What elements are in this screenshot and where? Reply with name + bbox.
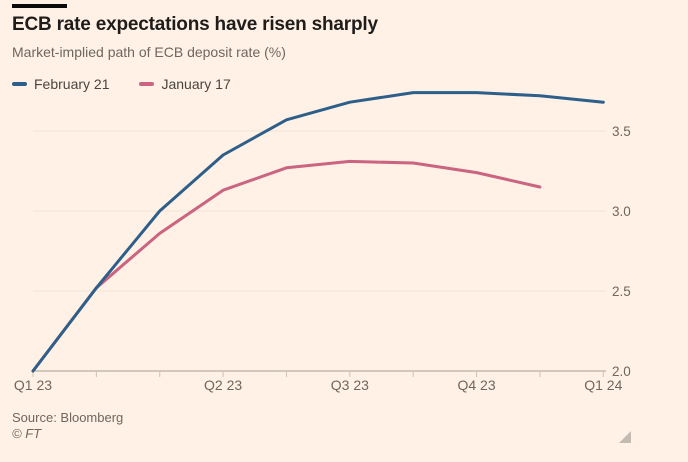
legend-swatch-january-17 xyxy=(139,82,155,86)
legend-swatch-february-21 xyxy=(12,82,27,86)
legend-label-february-21: February 21 xyxy=(34,76,110,92)
copyright-text: © FT xyxy=(12,426,42,441)
legend: February 21 January 17 xyxy=(12,76,231,92)
y-tick-label: 3.0 xyxy=(612,204,631,219)
chart-title: ECB rate expectations have risen sharply xyxy=(12,14,378,35)
legend-label-january-17: January 17 xyxy=(161,76,231,92)
source-text: Source: Bloomberg xyxy=(12,410,124,425)
legend-item-january-17: January 17 xyxy=(139,76,231,92)
line-february-21 xyxy=(31,91,605,373)
line-january-17 xyxy=(31,159,542,373)
x-tick-label: Q2 23 xyxy=(204,377,242,393)
chart-subtitle: Market-implied path of ECB deposit rate … xyxy=(12,44,286,60)
resize-grip-icon[interactable] xyxy=(619,431,631,443)
x-tick-label: Q3 23 xyxy=(331,377,369,393)
x-tick-label: Q4 23 xyxy=(457,377,495,393)
y-tick-label: 2.5 xyxy=(612,284,631,299)
y-tick-label: 2.0 xyxy=(612,364,631,379)
legend-item-february-21: February 21 xyxy=(12,76,109,92)
x-tick-label: Q1 24 xyxy=(584,377,622,393)
title-accent-bar xyxy=(12,4,67,8)
x-tick-label: Q1 23 xyxy=(14,377,52,393)
y-tick-label: 3.5 xyxy=(612,124,631,139)
